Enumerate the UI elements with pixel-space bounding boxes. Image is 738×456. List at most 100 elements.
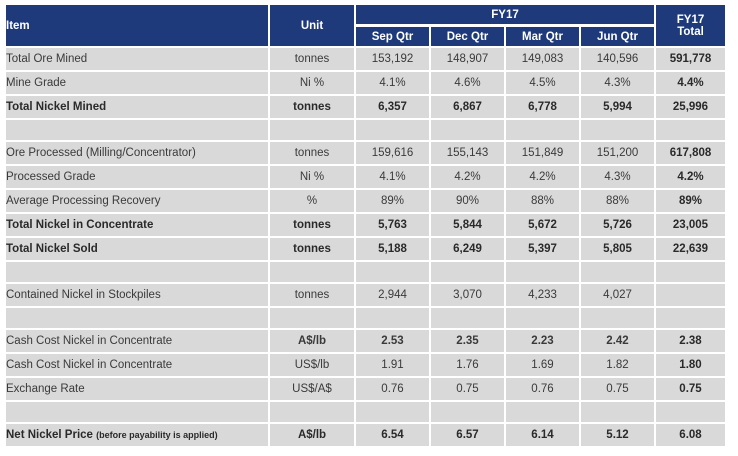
spacer-cell [6,120,268,140]
row-label: Processed Grade [6,166,268,188]
quarter-value: 6,867 [431,96,504,118]
spacer-cell [431,120,504,140]
row-label-text: Total Nickel Sold [6,243,98,255]
row-label-text: Average Processing Recovery [6,195,161,207]
quarter-value: 1.82 [581,354,654,376]
table-row: Total Nickel Mined tonnes 6,357 6,867 6,778 5… [6,96,725,118]
row-unit: A$/lb [270,330,354,352]
table-row: Total Ore Mined tonnes 153,192 148,907 149,0… [6,48,725,70]
row-label: Mine Grade [6,72,268,94]
row-unit: tonnes [270,142,354,164]
column-header-fy17-total: FY17 Total [656,5,725,46]
spacer-cell [270,262,354,282]
fy17-total-value [656,284,725,306]
quarter-value: 5.12 [581,424,654,446]
quarter-value: 4.1% [356,72,429,94]
row-label-text: Ore Processed (Milling/Concentrator) [6,147,196,159]
row-label-text: Cash Cost Nickel in Concentrate [6,359,173,371]
spacer-cell [356,402,429,422]
quarter-value: 153,192 [356,48,429,70]
row-unit: tonnes [270,238,354,260]
table-row: Cash Cost Nickel in Concentrate A$/lb 2.53… [6,330,725,352]
spacer-cell [656,308,725,328]
fy17-total-value: 25,996 [656,96,725,118]
quarter-value: 0.75 [431,378,504,400]
row-label-text: Total Ore Mined [6,53,88,65]
fy17-total-value: 22,639 [656,238,725,260]
table-row: Mine Grade Ni % 4.1% 4.6% 4.5% 4.3% 4.4% [6,72,725,94]
fy17-total-value: 89% [656,190,725,212]
quarter-value: 0.76 [356,378,429,400]
quarter-value: 4.1% [356,166,429,188]
table-row: Cash Cost Nickel in Concentrate US$/lb 1.9… [6,354,725,376]
quarter-value: 1.76 [431,354,504,376]
spacer-cell [506,308,579,328]
quarter-value: 155,143 [431,142,504,164]
table-row: Total Nickel Sold tonnes 5,188 6,249 5,397 5,… [6,238,725,260]
row-label-text: Net Nickel Price [6,429,93,441]
fy17-total-line1: FY17 [676,13,705,26]
row-label-text: Mine Grade [6,77,67,89]
column-header-dec-qtr: Dec Qtr [431,26,504,46]
row-label: Total Ore Mined [6,48,268,70]
spacer-cell [506,262,579,282]
quarter-value: 5,672 [506,214,579,236]
quarter-value: 90% [431,190,504,212]
quarter-value: 1.69 [506,354,579,376]
fy17-total-value: 6.08 [656,424,725,446]
spacer-row [6,262,725,282]
quarter-value: 5,994 [581,96,654,118]
fy17-total-value: 2.38 [656,330,725,352]
row-label: Net Nickel Price (before payability is a… [6,424,268,446]
quarter-value: 4.2% [506,166,579,188]
quarter-value: 88% [581,190,654,212]
spacer-cell [270,120,354,140]
spacer-cell [356,120,429,140]
column-header-jun-qtr: Jun Qtr [581,26,654,46]
spacer-cell [6,262,268,282]
row-unit: tonnes [270,96,354,118]
spacer-cell [581,308,654,328]
row-label-text: Cash Cost Nickel in Concentrate [6,335,173,347]
table-row: Exchange Rate US$/A$ 0.76 0.75 0.76 0.75 0.75 [6,378,725,400]
row-unit: Ni % [270,166,354,188]
quarter-value: 2.23 [506,330,579,352]
column-group-header-fy17: FY17 [356,5,654,24]
fy17-total-value: 23,005 [656,214,725,236]
column-header-unit: Unit [270,5,354,46]
fy17-total-value: 1.80 [656,354,725,376]
quarter-value: 6.54 [356,424,429,446]
row-label: Cash Cost Nickel in Concentrate [6,354,268,376]
row-unit: % [270,190,354,212]
quarter-value: 2.35 [431,330,504,352]
quarter-value: 2.42 [581,330,654,352]
spacer-cell [656,120,725,140]
quarter-value: 6.14 [506,424,579,446]
quarter-value: 151,200 [581,142,654,164]
row-unit: US$/A$ [270,378,354,400]
row-label-text: Total Nickel in Concentrate [6,219,154,231]
quarter-value: 149,083 [506,48,579,70]
table-row: Contained Nickel in Stockpiles tonnes 2,94… [6,284,725,306]
spacer-cell [431,402,504,422]
quarter-value: 4.2% [431,166,504,188]
row-label: Average Processing Recovery [6,190,268,212]
spacer-cell [581,120,654,140]
quarter-value: 4.5% [506,72,579,94]
row-label-text: Total Nickel Mined [6,101,107,113]
quarter-value: 148,907 [431,48,504,70]
row-unit: Ni % [270,72,354,94]
quarter-value: 159,616 [356,142,429,164]
table-row: Net Nickel Price (before payability is a… [6,424,725,446]
header-row-quarters: Sep Qtr Dec Qtr Mar Qtr Jun Qtr [6,26,725,46]
spacer-cell [270,308,354,328]
quarter-value: 2,944 [356,284,429,306]
spacer-cell [656,402,725,422]
row-unit: tonnes [270,214,354,236]
quarter-value: 5,763 [356,214,429,236]
row-label: Exchange Rate [6,378,268,400]
spacer-cell [6,308,268,328]
spacer-cell [506,120,579,140]
quarter-value: 5,397 [506,238,579,260]
quarter-value: 1.91 [356,354,429,376]
